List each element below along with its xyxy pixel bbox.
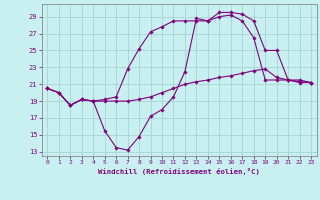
X-axis label: Windchill (Refroidissement éolien,°C): Windchill (Refroidissement éolien,°C) (98, 168, 260, 175)
